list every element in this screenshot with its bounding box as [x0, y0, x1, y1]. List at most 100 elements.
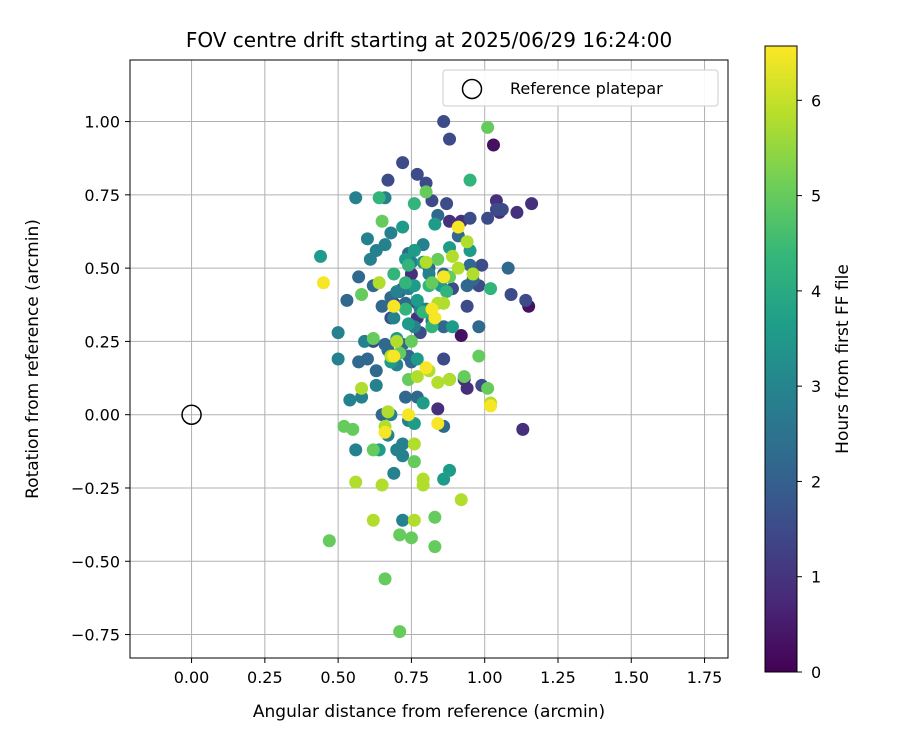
drift-point: [399, 276, 413, 290]
drift-point: [387, 267, 401, 281]
drift-point: [410, 352, 424, 366]
drift-point: [460, 299, 474, 313]
drift-point: [410, 370, 424, 384]
drift-point: [460, 235, 474, 249]
drift-point: [525, 197, 539, 211]
drift-point: [314, 249, 328, 263]
drift-point: [407, 437, 421, 451]
y-tick-label: 0.25: [84, 332, 120, 351]
y-tick-label: −0.75: [71, 626, 120, 645]
y-tick-label: 0.50: [84, 259, 120, 278]
x-tick-label: 0.50: [320, 668, 356, 687]
drift-point: [375, 214, 389, 228]
x-tick-label: 1.00: [467, 668, 503, 687]
drift-point: [463, 173, 477, 187]
drift-point: [431, 375, 445, 389]
drift-point: [401, 317, 415, 331]
drift-point: [331, 326, 345, 340]
drift-point: [481, 120, 495, 134]
y-axis-label: Rotation from reference (arcmin): [23, 219, 43, 499]
drift-point: [407, 455, 421, 469]
drift-point: [316, 276, 330, 290]
drift-point: [396, 156, 410, 170]
colorbar-tick-label: 6: [811, 91, 821, 110]
drift-point: [416, 478, 430, 492]
y-axis-ticks: −0.75 −0.50 −0.25 0.00 0.25 0.50 0.75 1.00: [71, 113, 130, 645]
drift-point: [504, 288, 518, 302]
drift-point: [355, 381, 369, 395]
plot-frame: [129, 59, 729, 659]
drift-point: [484, 282, 498, 296]
x-tick-label: 1.25: [540, 668, 576, 687]
drift-point: [437, 115, 451, 129]
drift-point: [381, 405, 395, 419]
drift-point: [366, 513, 380, 527]
drift-point: [431, 402, 445, 416]
drift-point: [396, 220, 410, 234]
y-tick-label: 1.00: [84, 113, 120, 132]
drift-point: [407, 197, 421, 211]
legend-entry-reference-platepar: Reference platepar: [510, 79, 663, 98]
drift-point: [369, 364, 383, 378]
chart-title: FOV centre drift starting at 2025/06/29 …: [186, 28, 672, 52]
drift-point: [384, 226, 398, 240]
drift-point: [457, 370, 471, 384]
drift-point: [396, 449, 410, 463]
drift-point: [387, 299, 401, 313]
colorbar-tick-label: 4: [811, 282, 821, 301]
drift-point: [390, 285, 404, 299]
drift-point: [381, 173, 395, 187]
drift-point: [372, 276, 386, 290]
drift-point: [431, 252, 445, 266]
colorbar-tick-label: 3: [811, 377, 821, 396]
drift-point: [443, 373, 457, 387]
drift-point: [428, 540, 442, 554]
drift-point: [519, 293, 533, 307]
drift-point: [355, 288, 369, 302]
y-tick-label: 0.75: [84, 186, 120, 205]
legend-frame: [442, 69, 719, 107]
drift-point: [445, 320, 459, 334]
drift-point: [378, 572, 392, 586]
drift-point: [516, 422, 530, 436]
drift-point: [437, 270, 451, 284]
drift-point: [393, 528, 407, 542]
drift-point: [372, 191, 386, 205]
drift-point: [486, 138, 500, 152]
x-axis-label: Angular distance from reference (arcmin): [253, 702, 605, 722]
drift-point: [401, 258, 415, 272]
drift-point: [419, 185, 433, 199]
colorbar-tick-label: 1: [811, 568, 821, 587]
drift-point: [390, 334, 404, 348]
drift-point: [343, 393, 357, 407]
drift-point: [428, 217, 442, 231]
x-axis-ticks: 0.00 0.25 0.50 0.75 1.00 1.25 1.50 1.75: [174, 658, 722, 687]
drift-point: [349, 443, 363, 457]
y-tick-label: 0.00: [84, 406, 120, 425]
drift-point: [454, 329, 468, 343]
drift-point: [331, 352, 345, 366]
drift-point: [346, 422, 360, 436]
drift-point: [472, 320, 486, 334]
y-tick-label: −0.25: [71, 479, 120, 498]
drift-point: [360, 232, 374, 246]
colorbar-tick-label: 2: [811, 472, 821, 491]
drift-point: [431, 416, 445, 430]
drift-point: [404, 531, 418, 545]
drift-point: [419, 255, 433, 269]
drift-point: [425, 302, 439, 316]
drift-point: [396, 513, 410, 527]
drift-point: [475, 258, 489, 272]
x-tick-label: 1.50: [613, 668, 649, 687]
drift-point: [407, 244, 421, 258]
x-tick-label: 0.00: [174, 668, 210, 687]
drift-point: [407, 513, 421, 527]
drift-point: [393, 625, 407, 639]
drift-point: [375, 299, 389, 313]
drift-point: [378, 425, 392, 439]
drift-point: [437, 352, 451, 366]
drift-point: [387, 466, 401, 480]
drift-point: [445, 249, 459, 263]
drift-point: [425, 276, 439, 290]
